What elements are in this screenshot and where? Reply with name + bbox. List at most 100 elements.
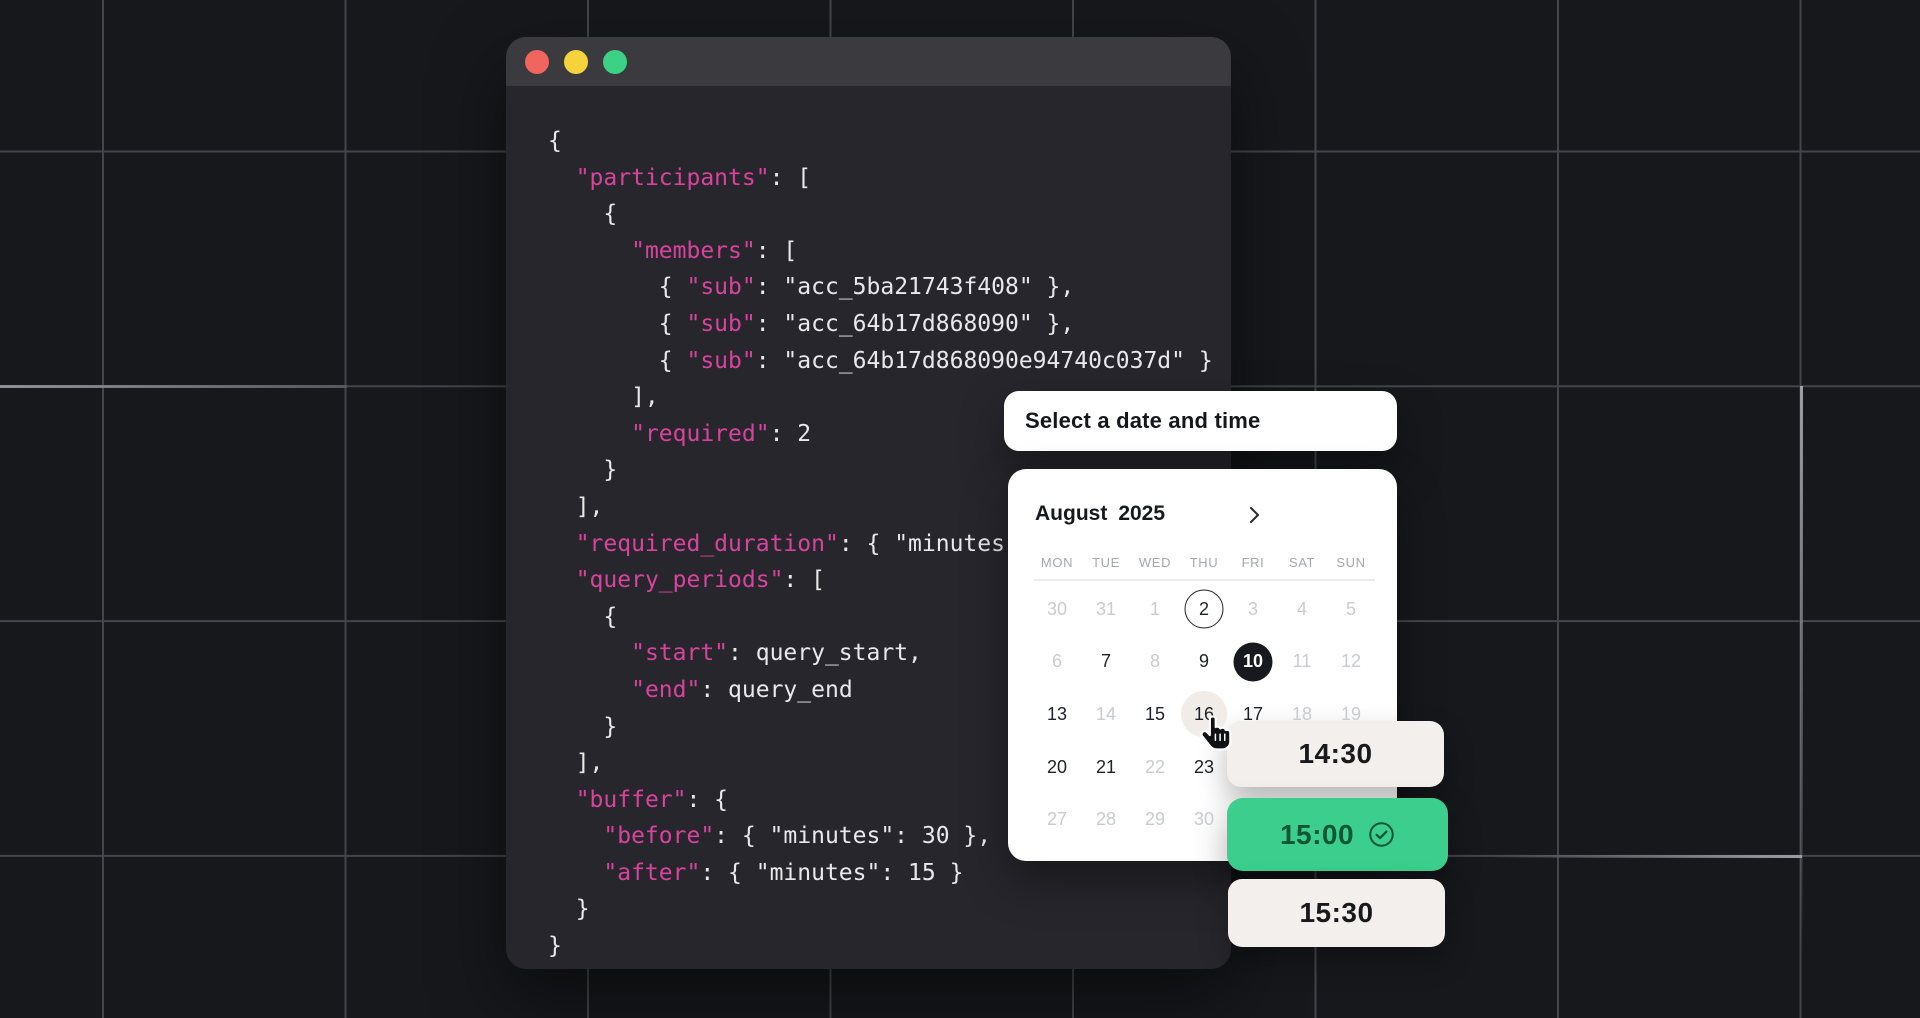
day-state-ring [1234, 748, 1273, 787]
calendar-day-29: 29 [1131, 793, 1180, 846]
code-line: "buffer": { [575, 786, 729, 813]
weekday-divider [1034, 579, 1375, 581]
weekday-label-thu: THU [1189, 555, 1219, 570]
code-line: } [548, 713, 618, 740]
calendar-day-22: 22 [1131, 741, 1180, 794]
grid-accent-left [0, 385, 347, 388]
year-label: 2025 [1118, 502, 1166, 525]
day-number: 29 [1144, 809, 1166, 830]
code-line: } [548, 457, 618, 484]
calendar-day-30: 30 [1180, 793, 1229, 846]
calendar-day-3: 3 [1229, 583, 1278, 636]
calendar-day-15[interactable]: 15 [1131, 688, 1180, 741]
calendar-day-9[interactable]: 9 [1180, 636, 1229, 689]
calendar-day-30: 30 [1033, 583, 1082, 636]
code-line: "required_duration": { "minutes [575, 530, 1005, 557]
calendar-day-14: 14 [1082, 688, 1131, 741]
day-number: 15 [1144, 703, 1166, 724]
calendar-day-28: 28 [1082, 793, 1131, 846]
code-line: { [548, 128, 562, 154]
calendar-day-19: 19 [1327, 688, 1376, 741]
day-state-ring [1234, 800, 1273, 839]
weekday-label-mon: MON [1040, 555, 1074, 570]
next-month-button[interactable] [1241, 502, 1267, 528]
minimize-button[interactable] [564, 49, 588, 74]
day-number: 31 [1095, 598, 1117, 619]
code-line: "members": [ [631, 237, 798, 264]
day-number: 30 [1046, 598, 1068, 619]
day-state-ring [1332, 748, 1371, 787]
date-time-picker-header-card: Select a date and time [1004, 391, 1397, 451]
time-slot-label: 15:00 [1279, 818, 1355, 850]
day-state-ring [1332, 800, 1371, 839]
day-number: 12 [1340, 651, 1362, 672]
day-number: 14 [1095, 703, 1117, 724]
day-number: 22 [1144, 756, 1166, 777]
code-line: { [548, 603, 618, 630]
window-titlebar [506, 37, 1231, 86]
calendar-day-13[interactable]: 13 [1033, 688, 1082, 741]
day-number: 18 [1291, 703, 1313, 724]
calendar-day-5: 5 [1327, 583, 1376, 636]
day-number: 2 [1198, 598, 1209, 619]
time-slot-1430[interactable]: 14:30 [1227, 721, 1444, 787]
code-line: { "sub": "acc_64b17d868090e94740c037d" } [548, 347, 1213, 374]
weekday-label-wed: WED [1138, 555, 1172, 570]
month-label: August [1035, 502, 1108, 525]
day-number: 9 [1198, 651, 1209, 672]
day-number: 23 [1193, 756, 1215, 777]
code-line: ], [548, 384, 659, 411]
day-state-ring [1283, 748, 1322, 787]
code-line: "start": query_start, [631, 640, 922, 667]
day-number: 27 [1046, 809, 1068, 830]
json-code-block: { "participants": [ { "members": [ { "su… [548, 123, 1213, 965]
time-slot-1500-selected[interactable]: 15:00 [1227, 798, 1448, 871]
day-number: 6 [1051, 651, 1062, 672]
code-line: "end": query_end [631, 676, 853, 703]
code-line: "before": { "minutes": 30 }, [603, 823, 992, 850]
day-number: 4 [1296, 598, 1307, 619]
code-line: "after": { "minutes": 15 } [603, 859, 964, 886]
hand-pointer-icon [1200, 714, 1233, 758]
time-slot-1530[interactable]: 15:30 [1228, 879, 1445, 947]
day-number: 1 [1149, 598, 1160, 619]
check-circle-icon [1368, 821, 1395, 848]
calendar-day-8: 8 [1131, 636, 1180, 689]
code-line: } [548, 896, 590, 923]
grid-accent-vertical-right [1800, 386, 1803, 951]
calendar-day-6: 6 [1033, 636, 1082, 689]
calendar-month-row: August 2025 [1035, 499, 1370, 529]
day-number: 30 [1193, 809, 1215, 830]
calendar-day-10[interactable]: 10 [1229, 636, 1278, 689]
calendar-day-7[interactable]: 7 [1082, 636, 1131, 689]
calendar-day-4: 4 [1278, 583, 1327, 636]
day-number: 28 [1095, 809, 1117, 830]
weekday-label-sun: SUN [1336, 555, 1366, 570]
time-slot-label: 15:30 [1299, 897, 1374, 928]
code-line: "required": 2 [631, 420, 812, 447]
day-number: 3 [1247, 598, 1258, 619]
close-button[interactable] [525, 49, 549, 74]
code-line: ], [548, 750, 604, 777]
day-number: 17 [1242, 703, 1264, 724]
calendar-day-17[interactable]: 17 [1229, 688, 1278, 741]
picker-title: Select a date and time [1025, 408, 1261, 433]
calendar-day-21[interactable]: 21 [1082, 741, 1131, 794]
calendar-day-23[interactable]: 23 [1180, 741, 1229, 794]
code-line: "query_periods": [ [575, 567, 825, 594]
code-line: ], [548, 493, 604, 520]
day-number: 20 [1046, 756, 1068, 777]
zoom-button[interactable] [603, 49, 627, 74]
day-number: 8 [1149, 651, 1160, 672]
code-line: "participants": [ [575, 164, 812, 191]
day-number: 13 [1046, 703, 1068, 724]
calendar-day-18: 18 [1278, 688, 1327, 741]
calendar-day-20[interactable]: 20 [1033, 741, 1082, 794]
day-number: 19 [1340, 703, 1362, 724]
code-line: { [548, 201, 618, 228]
code-line: { "sub": "acc_5ba21743f408" }, [548, 274, 1075, 301]
calendar-day-2[interactable]: 2 [1180, 583, 1229, 636]
calendar-card: August 2025 MON TUE WED THU FRI SAT SUN 30 31 1 2… [1008, 469, 1397, 861]
day-number: 7 [1100, 651, 1111, 672]
